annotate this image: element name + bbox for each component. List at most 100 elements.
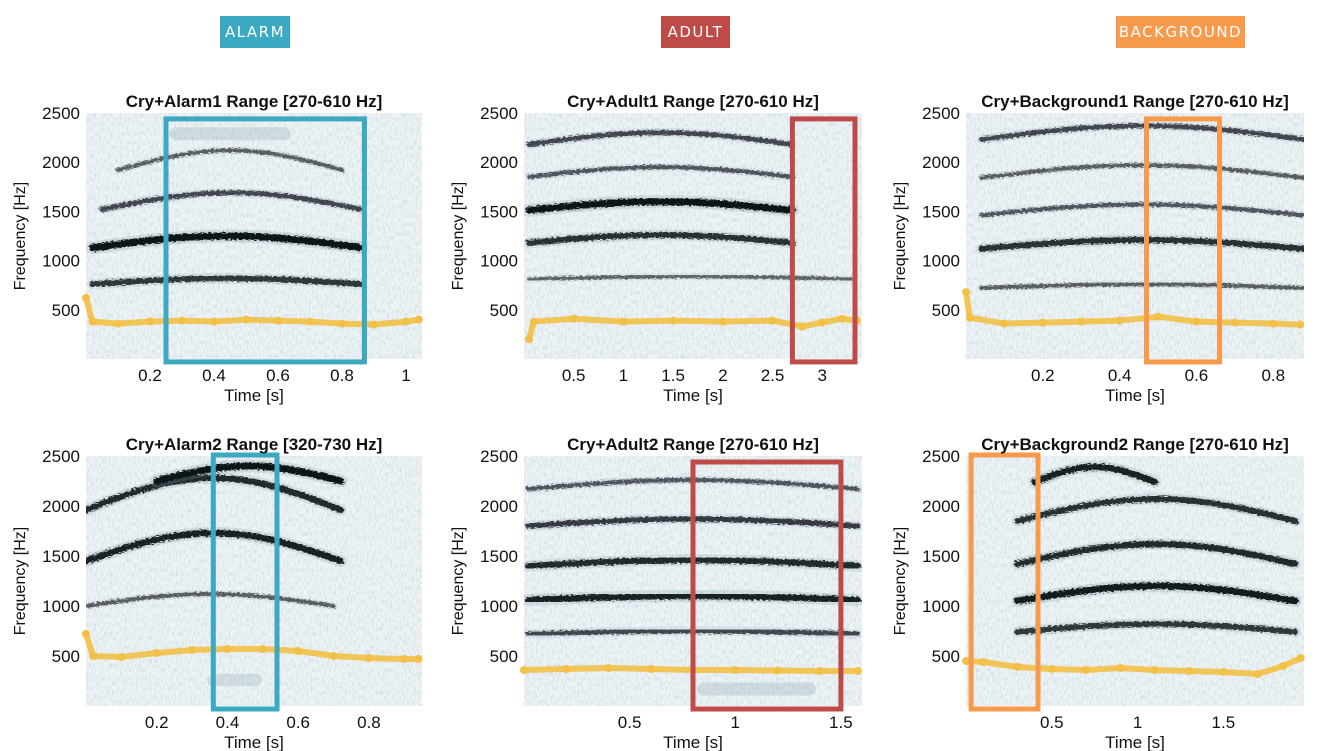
y-axis-label: Frequency [Hz] — [892, 182, 909, 290]
pitch-point — [562, 665, 571, 673]
harmonic-band — [978, 123, 1304, 143]
y-axis-label: Frequency [Hz] — [450, 182, 467, 290]
y-tick-label: 1500 — [480, 202, 518, 221]
y-tick-label: 1500 — [42, 202, 80, 221]
pitch-point — [114, 319, 122, 328]
pitch-point — [178, 316, 186, 325]
pitch-point — [979, 658, 988, 666]
pitch-point — [210, 317, 218, 326]
pitch-point — [242, 315, 250, 324]
harmonic-band — [1031, 463, 1158, 486]
x-tick-label: 0.4 — [202, 366, 226, 385]
pitch-point — [1115, 316, 1124, 325]
x-tick-label: 2.5 — [761, 366, 785, 385]
y-tick-label: 2500 — [42, 447, 80, 466]
pitch-point — [965, 313, 974, 322]
harmonics-layer — [1011, 460, 1302, 638]
harmonics-layer — [524, 127, 856, 284]
pitch-point — [962, 288, 970, 297]
x-axis-label: Time [s] — [1105, 733, 1165, 751]
x-tick-label: 0.5 — [618, 713, 642, 732]
pitch-point — [1013, 663, 1022, 671]
pitch-point — [1269, 319, 1278, 328]
harmonic-band — [526, 232, 796, 246]
y-tick-label: 2500 — [480, 104, 518, 123]
pitch-point — [1296, 320, 1305, 329]
spectrogram-panel: Cry+Adult2 Range [270-610 Hz] 500 1000 1500… — [450, 435, 862, 751]
harmonic-band — [88, 232, 365, 252]
y-axis-label: Frequency [Hz] — [12, 182, 29, 290]
pitch-point — [853, 667, 862, 675]
harmonic-band — [89, 275, 365, 288]
pitch-point — [82, 630, 90, 638]
pitch-point — [89, 652, 98, 660]
harmonic-band — [115, 148, 345, 173]
spectrogram-panel: Cry+Background2 Range [270-610 Hz] 500 100… — [892, 435, 1305, 751]
spectrogram-panel: Cry+Background1 Range [270-610 Hz] 500 100… — [892, 92, 1305, 405]
pitch-point — [773, 666, 782, 675]
pitch-point — [619, 317, 628, 326]
spectrogram-noise — [86, 456, 422, 706]
harmonics-layer — [975, 121, 1304, 293]
y-tick-label: 500 — [52, 301, 80, 320]
pitch-point — [1154, 312, 1162, 321]
x-tick-label: 0.2 — [1031, 366, 1055, 385]
pitch-point — [1077, 317, 1086, 326]
y-tick-label: 2000 — [922, 153, 960, 172]
harmonic-band — [526, 164, 795, 180]
highlight-box — [210, 452, 280, 712]
pitch-point — [258, 645, 267, 653]
pitch-point — [294, 647, 303, 655]
x-tick-label: 1 — [619, 366, 628, 385]
x-tick-label: 0.6 — [286, 713, 310, 732]
x-tick-label: 1 — [731, 713, 740, 732]
pitch-point — [82, 294, 90, 302]
x-tick-label: 0.4 — [216, 713, 240, 732]
pitch-point — [274, 316, 282, 325]
pitch-point — [400, 655, 409, 663]
pitch-point — [146, 317, 154, 326]
pitch-point — [188, 646, 197, 654]
y-tick-label: 500 — [932, 647, 960, 666]
y-tick-label: 1000 — [480, 252, 518, 271]
harmonic-band — [1014, 495, 1299, 524]
highlight-box — [789, 116, 858, 365]
pitch-point — [815, 667, 824, 675]
y-tick-label: 500 — [52, 647, 80, 666]
harmonic-band — [979, 202, 1304, 218]
pitch-point — [223, 645, 232, 653]
pitch-point — [338, 319, 346, 328]
highlight-box — [968, 452, 1041, 712]
y-tick-label: 1500 — [480, 547, 518, 566]
x-axis-label: Time [s] — [663, 386, 723, 405]
y-tick-label: 1000 — [922, 252, 960, 271]
y-tick-label: 1500 — [42, 547, 80, 566]
x-tick-label: 0.8 — [357, 713, 381, 732]
highlight-box — [163, 116, 367, 365]
spectrogram-panel: Cry+Alarm1 Range [270-610 Hz] 500 1000 1500… — [12, 92, 423, 405]
x-tick-label: 1 — [1133, 713, 1142, 732]
harmonic-band — [1014, 582, 1299, 605]
y-tick-label: 2000 — [922, 497, 960, 516]
pitch-point — [838, 314, 847, 323]
harmonic-band — [525, 198, 796, 214]
x-axis-label: Time [s] — [224, 386, 284, 405]
harmonic-band — [153, 462, 345, 485]
pitch-point — [1230, 318, 1239, 327]
pitch-point — [1116, 664, 1125, 672]
category-tag-adult: ADULT — [661, 16, 730, 48]
y-tick-label: 1500 — [922, 202, 960, 221]
pitch-point — [414, 315, 423, 324]
x-tick-label: 0.8 — [1261, 366, 1285, 385]
harmonics-layer — [86, 127, 368, 290]
pitch-point — [1192, 317, 1201, 326]
pitch-point — [329, 652, 338, 660]
x-tick-label: 2 — [718, 366, 727, 385]
pitch-point — [1279, 662, 1288, 670]
y-tick-label: 2500 — [922, 104, 960, 123]
pitch-point — [1219, 668, 1228, 676]
x-tick-label: 0.5 — [562, 366, 586, 385]
pitch-point — [798, 322, 807, 331]
plot-title: Cry+Background1 Range [270-610 Hz] — [981, 92, 1289, 111]
y-tick-label: 2000 — [42, 497, 80, 516]
